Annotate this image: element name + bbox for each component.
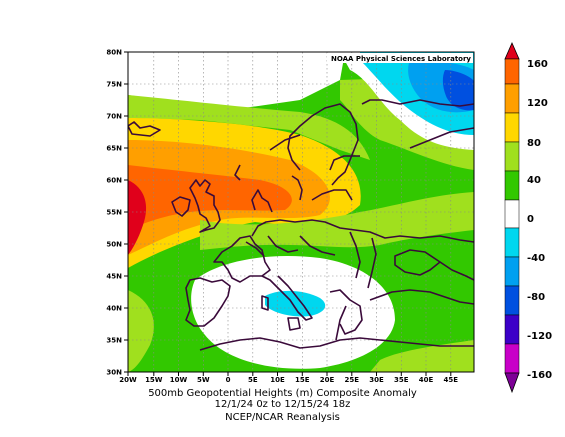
lon-label: 25E (345, 376, 360, 384)
lon-label: 30E (369, 376, 384, 384)
lon-label: 10W (170, 376, 188, 384)
colorbar-label: 0 (527, 214, 534, 225)
lon-label: 10E (270, 376, 285, 384)
lat-tick-labels: 30N 35N 40N 45N 50N 55N 60N 65N 70N 75N … (106, 49, 122, 377)
colorbar-segment (504, 170, 520, 201)
colorbar-segment (504, 285, 520, 316)
colorbar-label: -80 (527, 292, 545, 303)
colorbar-label: -120 (527, 331, 552, 342)
colorbar-segment (504, 256, 520, 287)
lon-label: 5W (197, 376, 210, 384)
lat-label: 45N (106, 273, 122, 281)
colorbar-label: 80 (527, 138, 541, 149)
colorbar-segment (504, 141, 520, 172)
lon-label: 15E (295, 376, 310, 384)
lon-label: 15W (145, 376, 163, 384)
grid-lines (128, 52, 474, 372)
lat-label: 55N (106, 209, 122, 217)
lon-tick-labels: 20W 15W 10W 5W 0 5E 10E 15E 20E 25E 30E … (119, 376, 458, 384)
colorbar-segment (504, 112, 520, 143)
anomaly-field (128, 52, 474, 372)
colorbar-label: 40 (527, 175, 541, 186)
lat-label: 75N (106, 81, 122, 89)
lon-label: 20E (320, 376, 335, 384)
colorbar-segment (504, 314, 520, 345)
credit-box (327, 53, 473, 63)
lat-label: 30N (106, 369, 122, 377)
colorbar-label: -160 (527, 370, 552, 381)
lon-label: 45E (444, 376, 459, 384)
lon-label: 20W (119, 376, 137, 384)
coastlines (128, 99, 474, 351)
colorbar-segment (504, 83, 520, 114)
colorbar-segment (504, 58, 520, 85)
colorbar-segment (504, 227, 520, 258)
colorbar (504, 42, 520, 394)
lat-label: 70N (106, 113, 122, 121)
lat-label: 60N (106, 177, 122, 185)
lat-label: 50N (106, 241, 122, 249)
colorbar-label: 120 (527, 98, 548, 109)
lat-label: 80N (106, 49, 122, 57)
lon-label: 40E (419, 376, 434, 384)
axis-ticks (124, 51, 452, 376)
lon-label: 0 (226, 376, 231, 384)
colorbar-segment (504, 199, 520, 229)
caption-line-2: 12/1/24 0z to 12/15/24 18z (214, 399, 351, 410)
lon-label: 5E (248, 376, 258, 384)
colorbar-labels: 160 120 80 40 0 -40 -80 -120 -160 (527, 59, 552, 381)
colorbar-label: -40 (527, 253, 545, 264)
lat-label: 35N (106, 337, 122, 345)
lon-label: 35E (394, 376, 409, 384)
lat-label: 40N (106, 305, 122, 313)
colorbar-segment (504, 343, 520, 374)
caption-line-1: 500mb Geopotential Heights (m) Composite… (148, 388, 417, 399)
colorbar-label: 160 (527, 59, 548, 70)
colorbar-bottom-triangle (504, 372, 520, 394)
lat-label: 65N (106, 145, 122, 153)
credit-text: NOAA Physical Sciences Laboratory (331, 55, 471, 63)
caption-line-3: NCEP/NCAR Reanalysis (225, 412, 340, 423)
colorbar-top-triangle (504, 42, 520, 60)
